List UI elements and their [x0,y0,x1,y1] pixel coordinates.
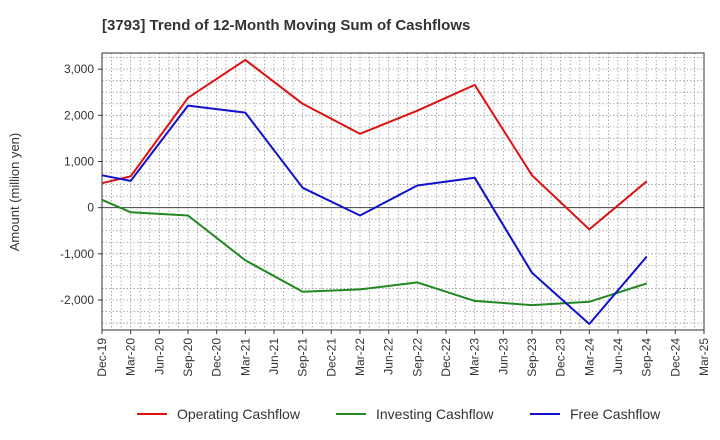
series-line-free-cashflow [101,104,648,325]
x-tick-label: Jun-23 [496,338,510,375]
legend-label-operating-cashflow: Operating Cashflow [177,406,301,422]
x-tick-label: Mar-24 [582,338,596,376]
x-tick-label: Sep-24 [640,338,654,377]
x-tick-label: Sep-20 [181,338,195,377]
y-tick-label: -1,000 [60,247,94,261]
chart-title: [3793] Trend of 12-Month Moving Sum of C… [102,17,470,34]
y-axis-label: Amount (million yen) [7,133,22,252]
x-tick-label: Jun-22 [382,338,396,375]
y-tick-labels: 3,000 2,000 1,000 0 -1,000 -2,000 [60,62,94,307]
legend-label-free-cashflow: Free Cashflow [570,406,661,422]
x-tick-label: Mar-20 [124,338,138,376]
series-line-investing-cashflow [101,198,648,307]
series-line-operating-cashflow [101,58,648,231]
y-tick-label: 2,000 [64,108,94,122]
legend: Operating Cashflow Investing Cashflow Free… [137,406,661,422]
x-tick-label: Sep-21 [296,338,310,377]
x-tick-label: Jun-20 [152,338,166,375]
x-tick-label: Sep-23 [525,338,539,377]
axes [98,52,705,334]
x-tick-label: Dec-20 [210,338,224,377]
y-tick-label: 1,000 [64,154,94,168]
x-tick-label: Dec-23 [554,338,568,377]
x-tick-label: Mar-23 [468,338,482,376]
y-tick-label: 3,000 [64,62,94,76]
y-tick-label: -2,000 [60,293,94,307]
plot-frame [101,52,705,331]
x-tick-label: Dec-22 [439,338,453,377]
y-tick-label: 0 [87,201,94,215]
x-tick-label: Mar-21 [238,338,252,376]
legend-label-investing-cashflow: Investing Cashflow [376,406,494,422]
x-tick-label: Mar-25 [697,338,711,376]
series-lines [101,58,648,325]
x-tick-label: Sep-22 [410,338,424,377]
x-tick-labels: Dec-19 Mar-20 Jun-20 Sep-20 Dec-20 Mar-21 Jun-… [95,338,711,377]
x-tick-label: Jun-24 [611,338,625,375]
x-tick-label: Dec-21 [324,338,338,377]
x-tick-label: Mar-22 [353,338,367,376]
x-tick-label: Jun-21 [267,338,281,375]
x-tick-label: Dec-24 [668,338,682,377]
x-tick-label: Dec-19 [95,338,109,377]
